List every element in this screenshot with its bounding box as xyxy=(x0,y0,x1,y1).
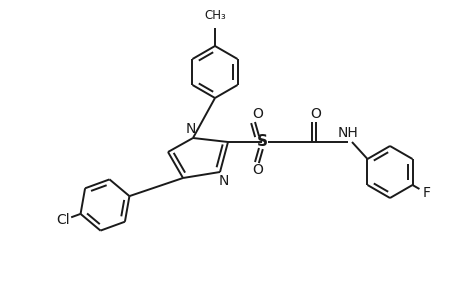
Text: S: S xyxy=(256,134,267,149)
Text: O: O xyxy=(310,107,321,121)
Text: O: O xyxy=(252,163,263,177)
Text: N: N xyxy=(218,174,229,188)
Text: F: F xyxy=(421,186,430,200)
Text: NH: NH xyxy=(337,126,358,140)
Text: CH₃: CH₃ xyxy=(204,9,225,22)
Text: N: N xyxy=(185,122,196,136)
Text: O: O xyxy=(252,107,263,121)
Text: Cl: Cl xyxy=(56,213,69,227)
